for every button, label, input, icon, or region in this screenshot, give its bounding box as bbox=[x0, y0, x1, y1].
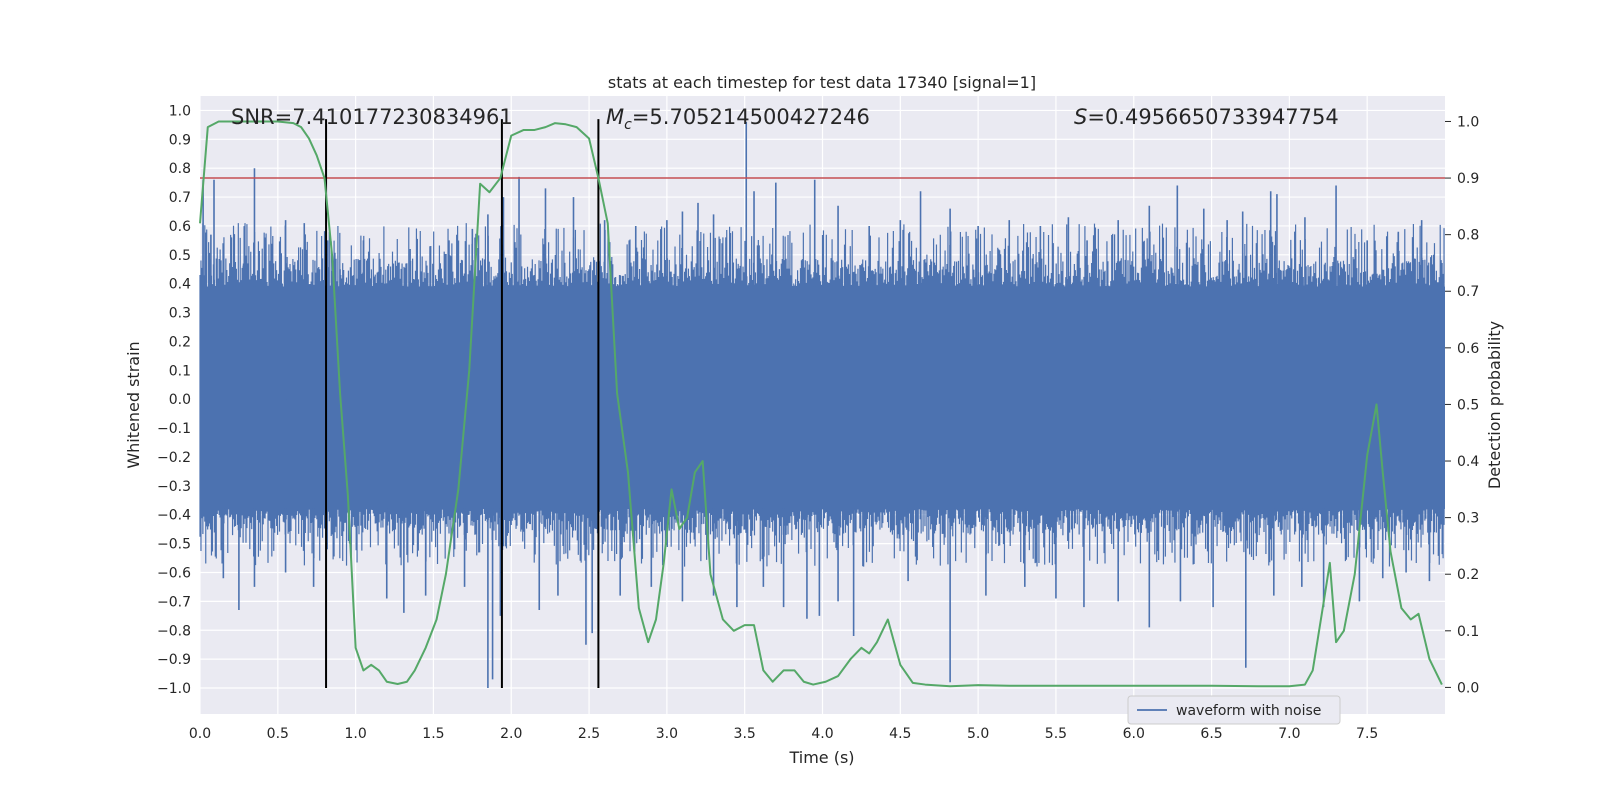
y-left-tick-label: −0.1 bbox=[157, 421, 191, 437]
x-tick-label: 4.5 bbox=[889, 726, 911, 742]
x-tick-label: 0.0 bbox=[189, 726, 211, 742]
y-left-tick-label: −0.3 bbox=[157, 479, 191, 495]
y-left-tick-label: 0.4 bbox=[169, 277, 191, 293]
y-right-tick-label: 0.1 bbox=[1457, 624, 1479, 640]
y-right-tick-label: 0.4 bbox=[1457, 454, 1479, 470]
y-left-axis-label: Whitened strain bbox=[124, 341, 143, 468]
x-tick-label: 4.0 bbox=[811, 726, 833, 742]
y-right-tick-label: 0.7 bbox=[1457, 284, 1479, 300]
x-tick-label: 5.5 bbox=[1045, 726, 1067, 742]
x-tick-label: 1.5 bbox=[422, 726, 444, 742]
y-left-tick-label: 0.0 bbox=[169, 392, 191, 408]
y-right-axis-ticks: 1.0 0.9 0.8 0.7 0.6 0.5 0.4 0.3 0.2 0.1 0.0 bbox=[1445, 114, 1479, 696]
y-left-tick-label: 0.9 bbox=[169, 132, 191, 148]
y-right-tick-label: 0.9 bbox=[1457, 171, 1479, 187]
y-right-tick-label: 0.0 bbox=[1457, 680, 1479, 696]
y-left-tick-label: −1.0 bbox=[157, 681, 191, 697]
x-axis-ticks: 0.0 0.5 1.0 1.5 2.0 2.5 3.0 3.5 4.0 4.5 5.0 5.5 6.0 6… bbox=[189, 726, 1378, 742]
legend-label: waveform with noise bbox=[1176, 703, 1321, 719]
x-tick-label: 3.5 bbox=[734, 726, 756, 742]
y-left-tick-label: 0.2 bbox=[169, 334, 191, 350]
y-left-tick-label: −0.4 bbox=[157, 508, 191, 524]
y-right-axis-label: Detection probability bbox=[1485, 321, 1504, 489]
waveform-series bbox=[199, 121, 1445, 689]
y-left-tick-label: 0.8 bbox=[169, 161, 191, 177]
chirp-mass-symbol: M bbox=[606, 105, 624, 129]
x-tick-label: 3.0 bbox=[656, 726, 678, 742]
score-value: =0.4956650733947754 bbox=[1087, 105, 1338, 129]
y-left-tick-label: 0.5 bbox=[169, 248, 191, 264]
y-right-tick-label: 0.3 bbox=[1457, 511, 1479, 527]
x-axis-label: Time (s) bbox=[788, 748, 854, 767]
y-left-tick-label: 0.6 bbox=[169, 219, 191, 235]
x-tick-label: 6.5 bbox=[1200, 726, 1222, 742]
y-right-tick-label: 0.2 bbox=[1457, 567, 1479, 583]
y-left-tick-label: −0.2 bbox=[157, 450, 191, 466]
y-left-tick-label: 0.1 bbox=[169, 363, 191, 379]
x-tick-label: 5.0 bbox=[967, 726, 989, 742]
probability-series bbox=[199, 120, 1443, 688]
y-left-tick-label: −0.5 bbox=[157, 537, 191, 553]
x-tick-label: 0.5 bbox=[267, 726, 289, 742]
x-tick-label: 7.5 bbox=[1356, 726, 1378, 742]
x-tick-label: 1.0 bbox=[344, 726, 366, 742]
legend-box bbox=[1127, 695, 1341, 725]
x-tick-label: 2.0 bbox=[500, 726, 522, 742]
y-left-tick-label: 0.3 bbox=[169, 306, 191, 322]
y-right-tick-label: 0.8 bbox=[1457, 228, 1479, 244]
y-right-tick-label: 1.0 bbox=[1457, 114, 1479, 130]
overlay-lines bbox=[200, 119, 1445, 689]
chart-title: stats at each timestep for test data 173… bbox=[608, 73, 1036, 92]
y-left-tick-label: −0.8 bbox=[157, 623, 191, 639]
score-symbol: S bbox=[1074, 105, 1087, 129]
y-left-tick-label: 0.7 bbox=[169, 190, 191, 206]
y-left-tick-label: −0.6 bbox=[157, 565, 191, 581]
probability-line bbox=[199, 120, 1443, 688]
snr-annotation: SNR=7.410177230834961 bbox=[231, 105, 513, 129]
y-right-tick-label: 0.6 bbox=[1457, 341, 1479, 357]
chirp-mass-subscript: c bbox=[624, 117, 632, 133]
score-annotation: S=0.4956650733947754 bbox=[1074, 105, 1339, 129]
x-tick-label: 6.0 bbox=[1123, 726, 1145, 742]
chirp-mass-value: =5.705214500427246 bbox=[632, 105, 870, 129]
y-left-tick-label: −0.7 bbox=[157, 594, 191, 610]
y-left-tick-label: 1.0 bbox=[169, 103, 191, 119]
y-right-tick-label: 0.5 bbox=[1457, 397, 1479, 413]
y-left-axis-ticks: 1.0 0.9 0.8 0.7 0.6 0.5 0.4 0.3 0.2 0.1 0.0 −0.1 −0.… bbox=[157, 103, 191, 697]
chirp-mass-annotation: Mc=5.705214500427246 bbox=[606, 105, 870, 133]
waveform-core-band bbox=[200, 286, 1445, 509]
y-left-tick-label: −0.9 bbox=[157, 652, 191, 668]
x-tick-label: 7.0 bbox=[1278, 726, 1300, 742]
x-tick-label: 2.5 bbox=[578, 726, 600, 742]
legend: waveform with noise bbox=[1127, 695, 1341, 725]
